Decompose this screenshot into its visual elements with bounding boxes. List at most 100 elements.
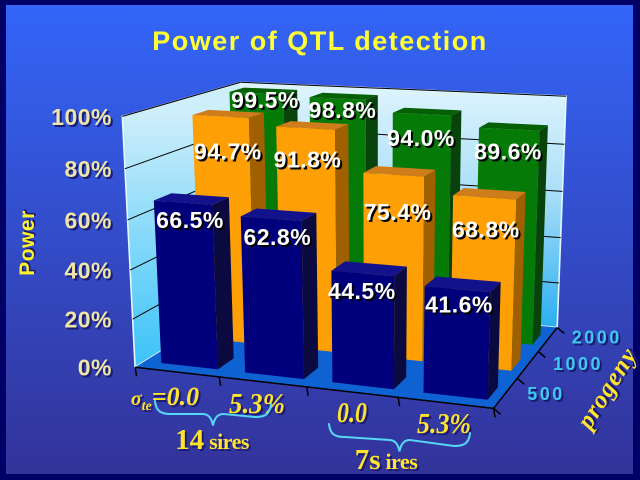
- svg-text:7s ires: 7s ires: [355, 444, 419, 476]
- depth-axis-tick: [516, 377, 525, 385]
- svg-text:500: 500: [527, 384, 565, 404]
- svg-text:68.8%: 68.8%: [454, 219, 522, 245]
- svg-text:94.0%: 94.0%: [389, 127, 457, 153]
- svg-text:99.5%: 99.5%: [233, 89, 301, 115]
- data-label-1000-cat3: 68.8%68.8%: [452, 217, 522, 245]
- category-label-3: 5.3%5.3%: [417, 409, 473, 442]
- svg-text:0.0: 0.0: [339, 400, 369, 431]
- svg-text:66.5%: 66.5%: [158, 209, 226, 235]
- svg-text:Power: Power: [16, 210, 39, 276]
- data-label-1000-cat2: 75.4%75.4%: [364, 199, 433, 227]
- svg-text:Power of QTL detection: Power of QTL detection: [152, 26, 488, 56]
- gridline-back: [240, 81, 567, 97]
- bar-top-face: [392, 107, 462, 116]
- svg-text:1000: 1000: [553, 354, 603, 374]
- bar-500-cat0[interactable]: [153, 193, 234, 370]
- svg-text:99.5%: 99.5%: [231, 87, 299, 113]
- bar-500-cat3[interactable]: [423, 276, 501, 400]
- bar-side-face: [532, 125, 548, 345]
- svg-text:0.0: 0.0: [337, 398, 367, 429]
- svg-text:5.3%: 5.3%: [417, 409, 471, 440]
- svg-text:62.8%: 62.8%: [245, 226, 313, 252]
- svg-text:62.8%: 62.8%: [243, 224, 311, 250]
- bar-front-face: [423, 286, 491, 400]
- depth-axis-tick: [556, 326, 565, 335]
- group-brace-0: [154, 400, 272, 426]
- data-label-2000-cat2: 94.0%94.0%: [387, 125, 457, 153]
- data-label-500-cat3: 41.6%41.6%: [425, 292, 495, 320]
- svg-text:100%: 100%: [51, 104, 112, 130]
- svg-text:75.4%: 75.4%: [364, 199, 432, 225]
- svg-text:2000: 2000: [574, 330, 624, 350]
- value-tick-label: 20%20%: [64, 307, 113, 335]
- bar-top-face: [309, 92, 378, 100]
- bar-side-face: [301, 212, 319, 380]
- bar-top-face: [331, 261, 407, 277]
- svg-text:7s ires: 7s ires: [357, 446, 421, 478]
- svg-text:Power: Power: [18, 209, 41, 275]
- svg-text:14 sires: 14 sires: [175, 424, 250, 456]
- svg-text:60%: 60%: [64, 207, 112, 233]
- bar-side-face: [511, 192, 526, 371]
- bar-side-face: [487, 282, 501, 400]
- svg-text:44.5%: 44.5%: [328, 278, 396, 304]
- bar-top-face: [479, 122, 548, 131]
- bar-side-face: [212, 197, 234, 370]
- bar-front-face: [240, 216, 304, 380]
- bar-top-face: [276, 121, 349, 130]
- value-tick-label: 80%80%: [64, 156, 114, 184]
- x-axis-tick: [492, 408, 496, 418]
- svg-text:80%: 80%: [64, 156, 112, 182]
- bar-side-face: [393, 266, 407, 390]
- data-label-2000-cat0: 99.5%99.5%: [231, 87, 301, 115]
- svg-text:41.6%: 41.6%: [427, 294, 495, 320]
- data-label-1000-cat0: 94.7%94.7%: [194, 138, 264, 166]
- data-label-500-cat2: 44.5%44.5%: [328, 278, 397, 306]
- svg-text:94.0%: 94.0%: [387, 125, 455, 151]
- bar-top-face: [453, 188, 526, 200]
- svg-text:94.7%: 94.7%: [194, 138, 262, 164]
- x-axis-tick: [305, 386, 309, 397]
- x-axis-tick: [134, 367, 138, 377]
- svg-text:98.8%: 98.8%: [309, 97, 377, 123]
- value-tick-label: 0%0%: [78, 355, 114, 383]
- bar-top-face: [192, 109, 264, 118]
- svg-text:14 sires: 14 sires: [177, 426, 252, 458]
- x-axis-tick: [397, 397, 401, 407]
- svg-text:89.6%: 89.6%: [476, 140, 544, 166]
- depth-axis-tick: [493, 407, 502, 415]
- bar-500-cat2[interactable]: [331, 261, 407, 390]
- svg-text:500: 500: [529, 386, 567, 406]
- svg-text:80%: 80%: [66, 158, 114, 184]
- bar-500-cat1[interactable]: [240, 208, 319, 380]
- bar-top-face: [229, 87, 298, 95]
- value-tick-label: 100%100%: [51, 104, 113, 132]
- svg-text:0%: 0%: [80, 357, 114, 383]
- svg-text:5.3%: 5.3%: [419, 411, 473, 442]
- group-brace-1: [328, 423, 471, 452]
- svg-text:98.8%: 98.8%: [311, 99, 379, 125]
- chart-title: Power of QTL detection: [152, 26, 488, 56]
- value-tick-label: 60%60%: [64, 207, 113, 235]
- gridline-side: [122, 81, 241, 117]
- bar-top-face: [240, 208, 317, 221]
- x-axis-line: [135, 366, 494, 410]
- bar-front-face: [331, 270, 395, 390]
- data-label-1000-cat1: 91.8%91.8%: [274, 146, 344, 174]
- category-label-2: 0.00.0: [337, 398, 369, 431]
- depth-axis-tick: [537, 350, 546, 359]
- svg-text:91.8%: 91.8%: [274, 146, 342, 172]
- svg-text:91.8%: 91.8%: [276, 148, 344, 174]
- svg-text:σte=0.0: σte=0.0: [131, 382, 199, 414]
- svg-text:2000: 2000: [572, 328, 622, 348]
- svg-text:94.7%: 94.7%: [196, 140, 264, 166]
